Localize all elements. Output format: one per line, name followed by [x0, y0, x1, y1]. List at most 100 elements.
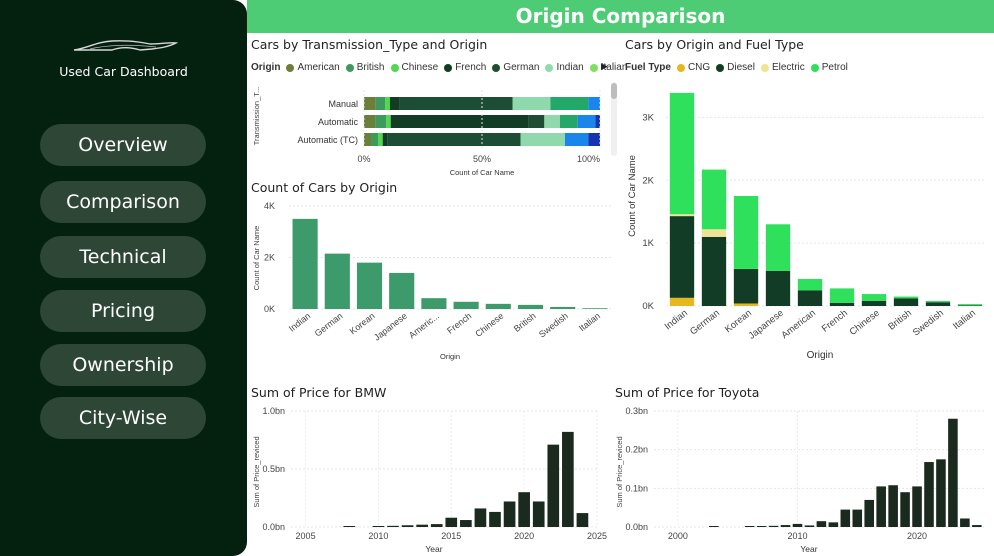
bar-segment-petrol[interactable]: [669, 92, 695, 215]
origin-legend[interactable]: Origin American British Chinese French Germa…: [251, 62, 633, 73]
bar-segment[interactable]: [375, 97, 386, 110]
bar-segment[interactable]: [389, 97, 400, 110]
bar-segment-petrol[interactable]: [893, 296, 919, 299]
scrollbar-track[interactable]: [611, 82, 617, 156]
bar[interactable]: [864, 499, 874, 527]
bar-segment-electric[interactable]: [701, 229, 727, 237]
bar-segment-petrol[interactable]: [861, 294, 887, 301]
bar[interactable]: [474, 508, 487, 527]
bar-segment[interactable]: [399, 97, 513, 110]
bar-segment-petrol[interactable]: [797, 278, 823, 291]
bar[interactable]: [389, 272, 415, 309]
bar[interactable]: [421, 298, 447, 309]
bar[interactable]: [430, 524, 443, 527]
bar[interactable]: [804, 525, 815, 527]
fuel-legend-item-cng[interactable]: CNG: [676, 62, 710, 73]
bar-segment-cng[interactable]: [733, 303, 759, 306]
bar[interactable]: [900, 492, 910, 527]
bar-segment-diesel[interactable]: [701, 236, 727, 306]
bar[interactable]: [372, 526, 385, 527]
fuel-legend-item-diesel[interactable]: Diesel: [716, 62, 755, 73]
bar[interactable]: [503, 501, 516, 527]
bar-segment-cng[interactable]: [669, 297, 695, 306]
bar-segment[interactable]: [386, 115, 391, 128]
bar[interactable]: [401, 525, 414, 527]
bar-segment-petrol[interactable]: [829, 288, 855, 303]
bar-segment-diesel[interactable]: [669, 216, 695, 298]
bar-segment-diesel[interactable]: [765, 270, 791, 306]
bar[interactable]: [840, 509, 851, 527]
bar-segment-petrol[interactable]: [733, 196, 759, 269]
bar[interactable]: [460, 520, 472, 527]
bar[interactable]: [387, 525, 399, 527]
bar[interactable]: [547, 444, 560, 527]
bar[interactable]: [972, 525, 982, 527]
nav-overview-button[interactable]: Overview: [40, 124, 206, 166]
bar-segment[interactable]: [595, 115, 600, 128]
bar-segment-diesel[interactable]: [797, 290, 823, 306]
bar-segment-diesel[interactable]: [829, 302, 855, 306]
bar-segment[interactable]: [528, 115, 545, 128]
bar-segment-diesel[interactable]: [861, 300, 887, 306]
fuel-legend-item-petrol[interactable]: Petrol: [810, 62, 848, 73]
origin-legend-item-indian[interactable]: Indian: [545, 62, 584, 73]
legend-next-arrow-icon[interactable]: ▶: [601, 61, 608, 71]
bar-segment-diesel[interactable]: [893, 298, 919, 306]
nav-ownership-button[interactable]: Ownership: [40, 344, 206, 386]
bar-segment-diesel[interactable]: [733, 268, 759, 304]
bar-segment[interactable]: [364, 115, 376, 128]
bar-segment[interactable]: [385, 97, 390, 110]
bar-segment[interactable]: [559, 115, 578, 128]
nav-technical-button[interactable]: Technical: [40, 236, 206, 278]
bar-segment[interactable]: [512, 97, 551, 110]
bar-segment[interactable]: [588, 97, 600, 110]
bar-segment[interactable]: [382, 133, 388, 146]
origin-legend-item-italian[interactable]: Italian: [589, 62, 627, 73]
bar[interactable]: [292, 218, 318, 310]
bar[interactable]: [582, 308, 608, 309]
bar[interactable]: [517, 304, 544, 309]
bar-segment[interactable]: [544, 115, 560, 128]
bar-segment-petrol[interactable]: [925, 300, 951, 303]
bar-segment-electric[interactable]: [669, 214, 695, 217]
bar[interactable]: [343, 526, 356, 527]
bar[interactable]: [876, 486, 886, 527]
bar[interactable]: [768, 525, 779, 527]
bar[interactable]: [936, 459, 946, 527]
bar-segment[interactable]: [588, 133, 600, 146]
bar-segment-diesel[interactable]: [957, 305, 983, 306]
bar-segment[interactable]: [364, 133, 372, 146]
bar-segment[interactable]: [378, 133, 383, 146]
bar-segment[interactable]: [364, 97, 376, 110]
nav-citywise-button[interactable]: City-Wise: [40, 397, 206, 439]
bar[interactable]: [852, 509, 863, 527]
bar[interactable]: [960, 518, 970, 527]
origin-legend-item-chinese[interactable]: Chinese: [390, 62, 438, 73]
bar[interactable]: [324, 253, 350, 309]
bar[interactable]: [792, 523, 803, 527]
nav-comparison-button[interactable]: Comparison: [40, 181, 206, 223]
nav-pricing-button[interactable]: Pricing: [40, 290, 206, 332]
bar[interactable]: [828, 522, 839, 527]
bar[interactable]: [924, 462, 934, 527]
origin-legend-item-french[interactable]: French: [444, 62, 486, 73]
bar[interactable]: [948, 418, 958, 527]
bar-segment[interactable]: [375, 115, 387, 128]
bar-segment-petrol[interactable]: [701, 169, 727, 230]
bar[interactable]: [550, 306, 576, 309]
bar[interactable]: [356, 262, 383, 309]
bar[interactable]: [780, 525, 791, 527]
bar-segment[interactable]: [577, 115, 596, 128]
bar[interactable]: [532, 501, 545, 527]
bar[interactable]: [453, 301, 479, 309]
bar-segment[interactable]: [387, 133, 521, 146]
bar[interactable]: [576, 513, 589, 527]
bar[interactable]: [709, 526, 719, 527]
bar[interactable]: [744, 526, 755, 527]
origin-legend-item-british[interactable]: British: [345, 62, 385, 73]
bar-segment[interactable]: [520, 133, 565, 146]
bar[interactable]: [816, 521, 827, 527]
origin-legend-item-german[interactable]: German: [492, 62, 539, 73]
origin-legend-item-american[interactable]: American: [286, 62, 340, 73]
bar[interactable]: [416, 524, 428, 527]
